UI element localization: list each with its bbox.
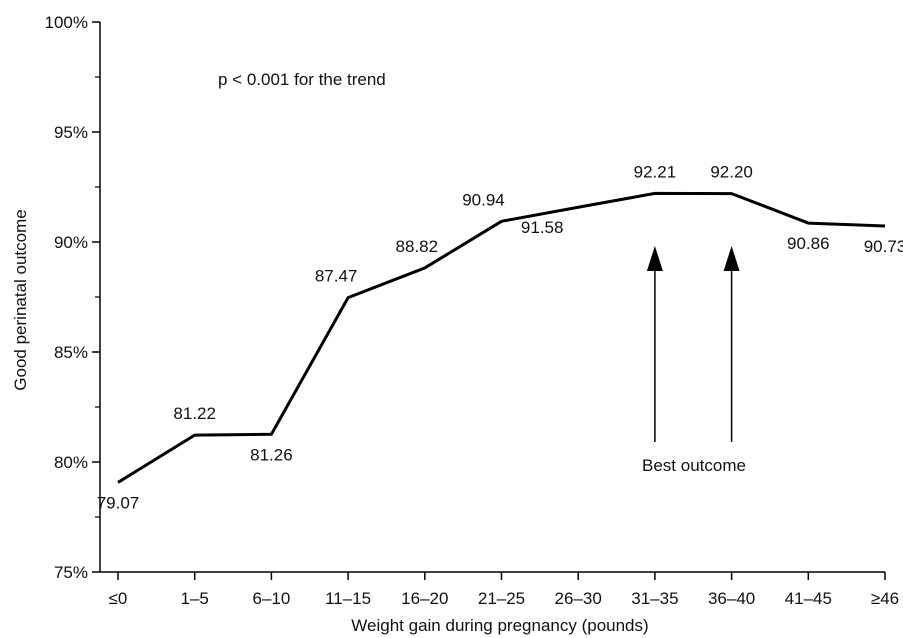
x-tick-label: 16–20 [401,589,448,608]
data-label: 90.94 [462,190,505,209]
x-tick-label: 36–40 [708,589,755,608]
series-line [117,191,886,484]
x-tick-label: 21–25 [478,589,525,608]
y-tick-label: 80% [54,453,88,472]
annotation-group [646,246,740,442]
data-label: 81.22 [173,404,216,423]
best-outcome-arrow-head [723,246,740,271]
best-outcome-label: Best outcome [642,456,746,475]
x-tick-label: 41–45 [785,589,832,608]
data-label: 87.47 [315,267,358,286]
x-tick-label: ≤0 [109,589,128,608]
trend-note: p < 0.001 for the trend [218,70,386,89]
x-tick-label: 31–35 [631,589,678,608]
data-label: 91.58 [521,218,564,237]
y-tick-label: 85% [54,343,88,362]
series-line-group [117,191,886,484]
y-axis-title: Good perinatal outcome [11,209,30,390]
data-label: 79.07 [97,493,140,512]
x-tick-label: 26–30 [555,589,602,608]
x-tick-label: 1–5 [181,589,209,608]
x-axis-title: Weight gain during pregnancy (pounds) [351,616,648,635]
y-axis-ticks: 75% 80% 85% 90% 95% 100% [45,13,100,582]
x-tick-label: 6–10 [252,589,290,608]
data-label: 90.73 [864,237,903,256]
y-tick-label: 95% [54,123,88,142]
x-tick-label: 11–15 [325,589,371,608]
data-label: 92.21 [634,162,677,181]
y-tick-label: 90% [54,233,88,252]
data-label: 90.86 [787,234,830,253]
x-axis-ticks: ≤0 1–5 6–10 11–15 16–20 21–25 26–30 31–35 36–40 4… [109,572,899,608]
axes [99,22,885,573]
y-tick-label: 100% [45,13,88,32]
best-outcome-arrow-head [646,246,663,271]
y-tick-label: 75% [54,563,88,582]
x-tick-label: ≥46 [871,589,899,608]
data-label: 92.20 [710,163,753,182]
data-label-group: 79.07 81.22 81.26 87.47 88.82 90.94 91.58 92.21… [97,162,903,512]
data-label: 88.82 [396,237,439,256]
data-label: 81.26 [250,445,293,464]
